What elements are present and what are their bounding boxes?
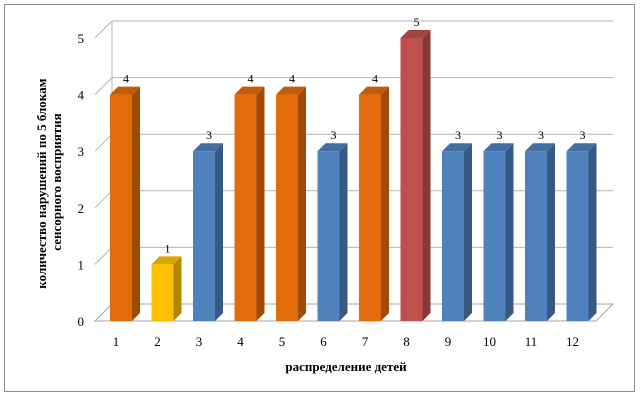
bar-7	[359, 86, 389, 321]
bar-front	[566, 151, 589, 321]
bar-top	[234, 86, 265, 95]
bar-front	[400, 38, 423, 321]
y-tick-label: 5	[78, 31, 85, 46]
bar-top	[566, 143, 597, 152]
y-axis-ticks: 0 1 2 3 4 5	[78, 31, 85, 329]
gridline-depth	[94, 247, 113, 265]
data-label: 4	[372, 72, 378, 86]
bar-top	[151, 256, 182, 265]
bar-side	[339, 143, 348, 321]
data-label: 3	[497, 128, 503, 142]
gridline-depth	[94, 20, 113, 39]
x-tick-label: 8	[403, 334, 410, 349]
x-tick-label: 2	[154, 334, 161, 349]
bar-3	[193, 143, 223, 321]
bar-6	[317, 143, 348, 321]
x-tick-label: 4	[237, 334, 244, 349]
bar-top	[317, 143, 348, 152]
bar-11	[525, 143, 555, 321]
y-tick-label: 2	[78, 201, 85, 216]
bar-front	[151, 264, 174, 321]
bar-side	[464, 143, 472, 321]
bar-12	[566, 143, 597, 321]
gridline-depth	[94, 77, 113, 95]
bar-4	[234, 86, 265, 321]
bar-top	[483, 143, 514, 152]
bar-front	[359, 94, 381, 321]
bar-top	[193, 143, 223, 152]
bar-side	[547, 143, 555, 321]
gridline-depth	[94, 133, 113, 152]
gridline-depth	[94, 190, 113, 209]
bar-5	[276, 86, 306, 321]
bar-front	[483, 151, 506, 321]
bar-10	[483, 143, 514, 321]
y-tick-label: 4	[78, 88, 85, 103]
bar-side	[132, 86, 140, 321]
y-axis-title: количество нарушений по 5 блокам сенсорн…	[34, 75, 64, 288]
bar-8	[400, 30, 431, 321]
x-axis-ticks: 1 2 3 4 5 6 7 8 9 10 11 12	[113, 334, 579, 349]
bar-front	[276, 94, 298, 321]
bar-top	[442, 143, 472, 152]
data-label: 3	[206, 128, 212, 142]
bar-side	[256, 86, 265, 321]
bar-2	[151, 256, 182, 321]
y-tick-label: 1	[78, 257, 85, 272]
bar-top	[110, 86, 140, 95]
data-label: 3	[331, 128, 337, 142]
y-axis-title-line-1: количество нарушений по 5 блокам	[34, 78, 49, 288]
x-tick-label: 10	[483, 334, 496, 349]
x-tick-label: 5	[279, 334, 286, 349]
data-label: 5	[414, 15, 420, 29]
bar-top	[359, 86, 389, 95]
bar-1	[110, 86, 140, 321]
bar-side	[298, 86, 306, 321]
data-label: 3	[455, 128, 461, 142]
bar-side	[505, 143, 514, 321]
bar-top	[525, 143, 555, 152]
bar-side	[588, 143, 597, 321]
x-tick-label: 9	[445, 334, 452, 349]
data-label: 3	[538, 128, 544, 142]
y-tick-label: 3	[78, 144, 85, 159]
bars	[110, 30, 597, 321]
bar-top	[276, 86, 306, 95]
data-label: 4	[123, 72, 129, 86]
bar-side	[215, 143, 223, 321]
data-label: 1	[165, 241, 171, 255]
data-label: 4	[248, 72, 254, 86]
data-label: 4	[289, 72, 295, 86]
x-tick-label: 6	[320, 334, 327, 349]
bar-side	[422, 30, 431, 321]
bar-front	[110, 94, 132, 321]
x-tick-label: 11	[525, 334, 538, 349]
bar-side	[173, 256, 182, 321]
y-axis-title-line-2: сенсорного восприятия	[49, 113, 64, 250]
x-tick-label: 3	[196, 334, 203, 349]
data-label: 3	[580, 128, 586, 142]
x-tick-label: 1	[113, 334, 120, 349]
x-axis-title: распределение детей	[285, 359, 407, 374]
bar-side	[381, 86, 389, 321]
bar-front	[234, 94, 257, 321]
bar-front	[442, 151, 464, 321]
data-labels: 4 1 3 4 4 3 4 5 3 3 3 3	[123, 15, 586, 255]
x-tick-label: 7	[362, 334, 369, 349]
x-tick-label: 12	[566, 334, 579, 349]
bar-top	[400, 30, 431, 38]
bar-9	[442, 143, 472, 321]
y-tick-label: 0	[78, 314, 85, 329]
bar-front	[193, 151, 215, 321]
bar-front	[525, 151, 547, 321]
bar-front	[317, 151, 340, 321]
